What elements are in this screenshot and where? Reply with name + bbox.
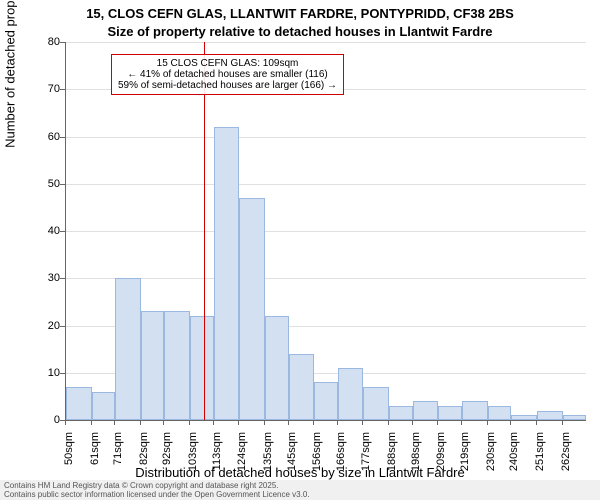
histogram-bar bbox=[289, 354, 315, 420]
x-tick-label: 71sqm bbox=[112, 432, 124, 476]
x-tick-mark bbox=[140, 420, 141, 425]
histogram-bar bbox=[66, 387, 92, 420]
histogram-bar bbox=[190, 316, 213, 420]
x-tick-mark bbox=[510, 420, 511, 425]
title-sub: Size of property relative to detached ho… bbox=[0, 24, 600, 39]
histogram-bar bbox=[363, 387, 389, 420]
gridline bbox=[66, 278, 586, 279]
x-tick-label: 198sqm bbox=[410, 432, 422, 476]
x-tick-label: 145sqm bbox=[286, 432, 298, 476]
x-tick-label: 50sqm bbox=[63, 432, 75, 476]
y-tick-label: 10 bbox=[30, 367, 60, 379]
plot-area: 15 CLOS CEFN GLAS: 109sqm ← 41% of detac… bbox=[65, 42, 586, 421]
x-tick-label: 92sqm bbox=[161, 432, 173, 476]
x-tick-label: 240sqm bbox=[508, 432, 520, 476]
y-tick-label: 50 bbox=[30, 178, 60, 190]
histogram-bar bbox=[141, 311, 164, 420]
x-tick-mark bbox=[288, 420, 289, 425]
y-tick-mark bbox=[60, 42, 65, 43]
x-tick-mark bbox=[189, 420, 190, 425]
histogram-bar bbox=[164, 311, 190, 420]
footer-line2: Contains public sector information licen… bbox=[4, 490, 596, 499]
y-tick-label: 40 bbox=[30, 225, 60, 237]
x-tick-label: 262sqm bbox=[560, 432, 572, 476]
y-tick-mark bbox=[60, 326, 65, 327]
x-tick-label: 188sqm bbox=[386, 432, 398, 476]
x-tick-mark bbox=[437, 420, 438, 425]
x-tick-mark bbox=[163, 420, 164, 425]
annotation-box: 15 CLOS CEFN GLAS: 109sqm ← 41% of detac… bbox=[111, 54, 344, 95]
histogram-bar bbox=[413, 401, 439, 420]
reference-line bbox=[204, 42, 205, 420]
histogram-bar bbox=[488, 406, 511, 420]
histogram-bar bbox=[537, 411, 563, 420]
histogram-bar bbox=[462, 401, 488, 420]
x-tick-label: 166sqm bbox=[335, 432, 347, 476]
x-tick-label: 156sqm bbox=[311, 432, 323, 476]
x-tick-label: 61sqm bbox=[89, 432, 101, 476]
histogram-bar bbox=[314, 382, 337, 420]
histogram-bar bbox=[214, 127, 240, 420]
y-tick-mark bbox=[60, 231, 65, 232]
x-tick-label: 177sqm bbox=[360, 432, 372, 476]
y-tick-label: 70 bbox=[30, 83, 60, 95]
footer: Contains HM Land Registry data © Crown c… bbox=[0, 480, 600, 500]
histogram-bar bbox=[338, 368, 364, 420]
gridline bbox=[66, 137, 586, 138]
x-tick-mark bbox=[65, 420, 66, 425]
y-tick-mark bbox=[60, 373, 65, 374]
y-tick-label: 80 bbox=[30, 36, 60, 48]
gridline bbox=[66, 42, 586, 43]
histogram-bar bbox=[265, 316, 288, 420]
x-tick-mark bbox=[362, 420, 363, 425]
x-tick-label: 219sqm bbox=[459, 432, 471, 476]
y-tick-mark bbox=[60, 137, 65, 138]
x-tick-mark bbox=[91, 420, 92, 425]
annotation-line1: 15 CLOS CEFN GLAS: 109sqm bbox=[118, 58, 337, 69]
annotation-line3: 59% of semi-detached houses are larger (… bbox=[118, 80, 337, 91]
y-tick-mark bbox=[60, 89, 65, 90]
x-tick-label: 230sqm bbox=[485, 432, 497, 476]
gridline bbox=[66, 184, 586, 185]
histogram-bar bbox=[389, 406, 412, 420]
x-tick-mark bbox=[461, 420, 462, 425]
x-tick-mark bbox=[213, 420, 214, 425]
x-tick-mark bbox=[264, 420, 265, 425]
chart-container: 15, CLOS CEFN GLAS, LLANTWIT FARDRE, PON… bbox=[0, 0, 600, 500]
histogram-bar bbox=[511, 415, 537, 420]
histogram-bar bbox=[115, 278, 141, 420]
histogram-bar bbox=[563, 415, 586, 420]
x-tick-mark bbox=[536, 420, 537, 425]
histogram-bar bbox=[239, 198, 265, 420]
y-tick-label: 20 bbox=[30, 320, 60, 332]
x-tick-label: 135sqm bbox=[262, 432, 274, 476]
y-tick-mark bbox=[60, 278, 65, 279]
gridline bbox=[66, 231, 586, 232]
x-tick-label: 82sqm bbox=[138, 432, 150, 476]
x-tick-label: 251sqm bbox=[534, 432, 546, 476]
x-tick-mark bbox=[487, 420, 488, 425]
y-tick-label: 60 bbox=[30, 131, 60, 143]
y-tick-label: 30 bbox=[30, 272, 60, 284]
x-tick-mark bbox=[388, 420, 389, 425]
x-tick-label: 113sqm bbox=[211, 432, 223, 476]
x-tick-label: 124sqm bbox=[236, 432, 248, 476]
title-main: 15, CLOS CEFN GLAS, LLANTWIT FARDRE, PON… bbox=[0, 6, 600, 21]
x-tick-mark bbox=[114, 420, 115, 425]
footer-line1: Contains HM Land Registry data © Crown c… bbox=[4, 481, 596, 490]
y-axis-label: Number of detached properties bbox=[3, 0, 18, 148]
x-tick-label: 209sqm bbox=[435, 432, 447, 476]
x-tick-mark bbox=[313, 420, 314, 425]
y-tick-mark bbox=[60, 184, 65, 185]
histogram-bar bbox=[92, 392, 115, 420]
x-tick-mark bbox=[412, 420, 413, 425]
annotation-line2: ← 41% of detached houses are smaller (11… bbox=[118, 69, 337, 80]
x-tick-mark bbox=[562, 420, 563, 425]
x-tick-mark bbox=[337, 420, 338, 425]
x-tick-mark bbox=[238, 420, 239, 425]
y-tick-label: 0 bbox=[30, 414, 60, 426]
histogram-bar bbox=[438, 406, 461, 420]
x-tick-label: 103sqm bbox=[187, 432, 199, 476]
